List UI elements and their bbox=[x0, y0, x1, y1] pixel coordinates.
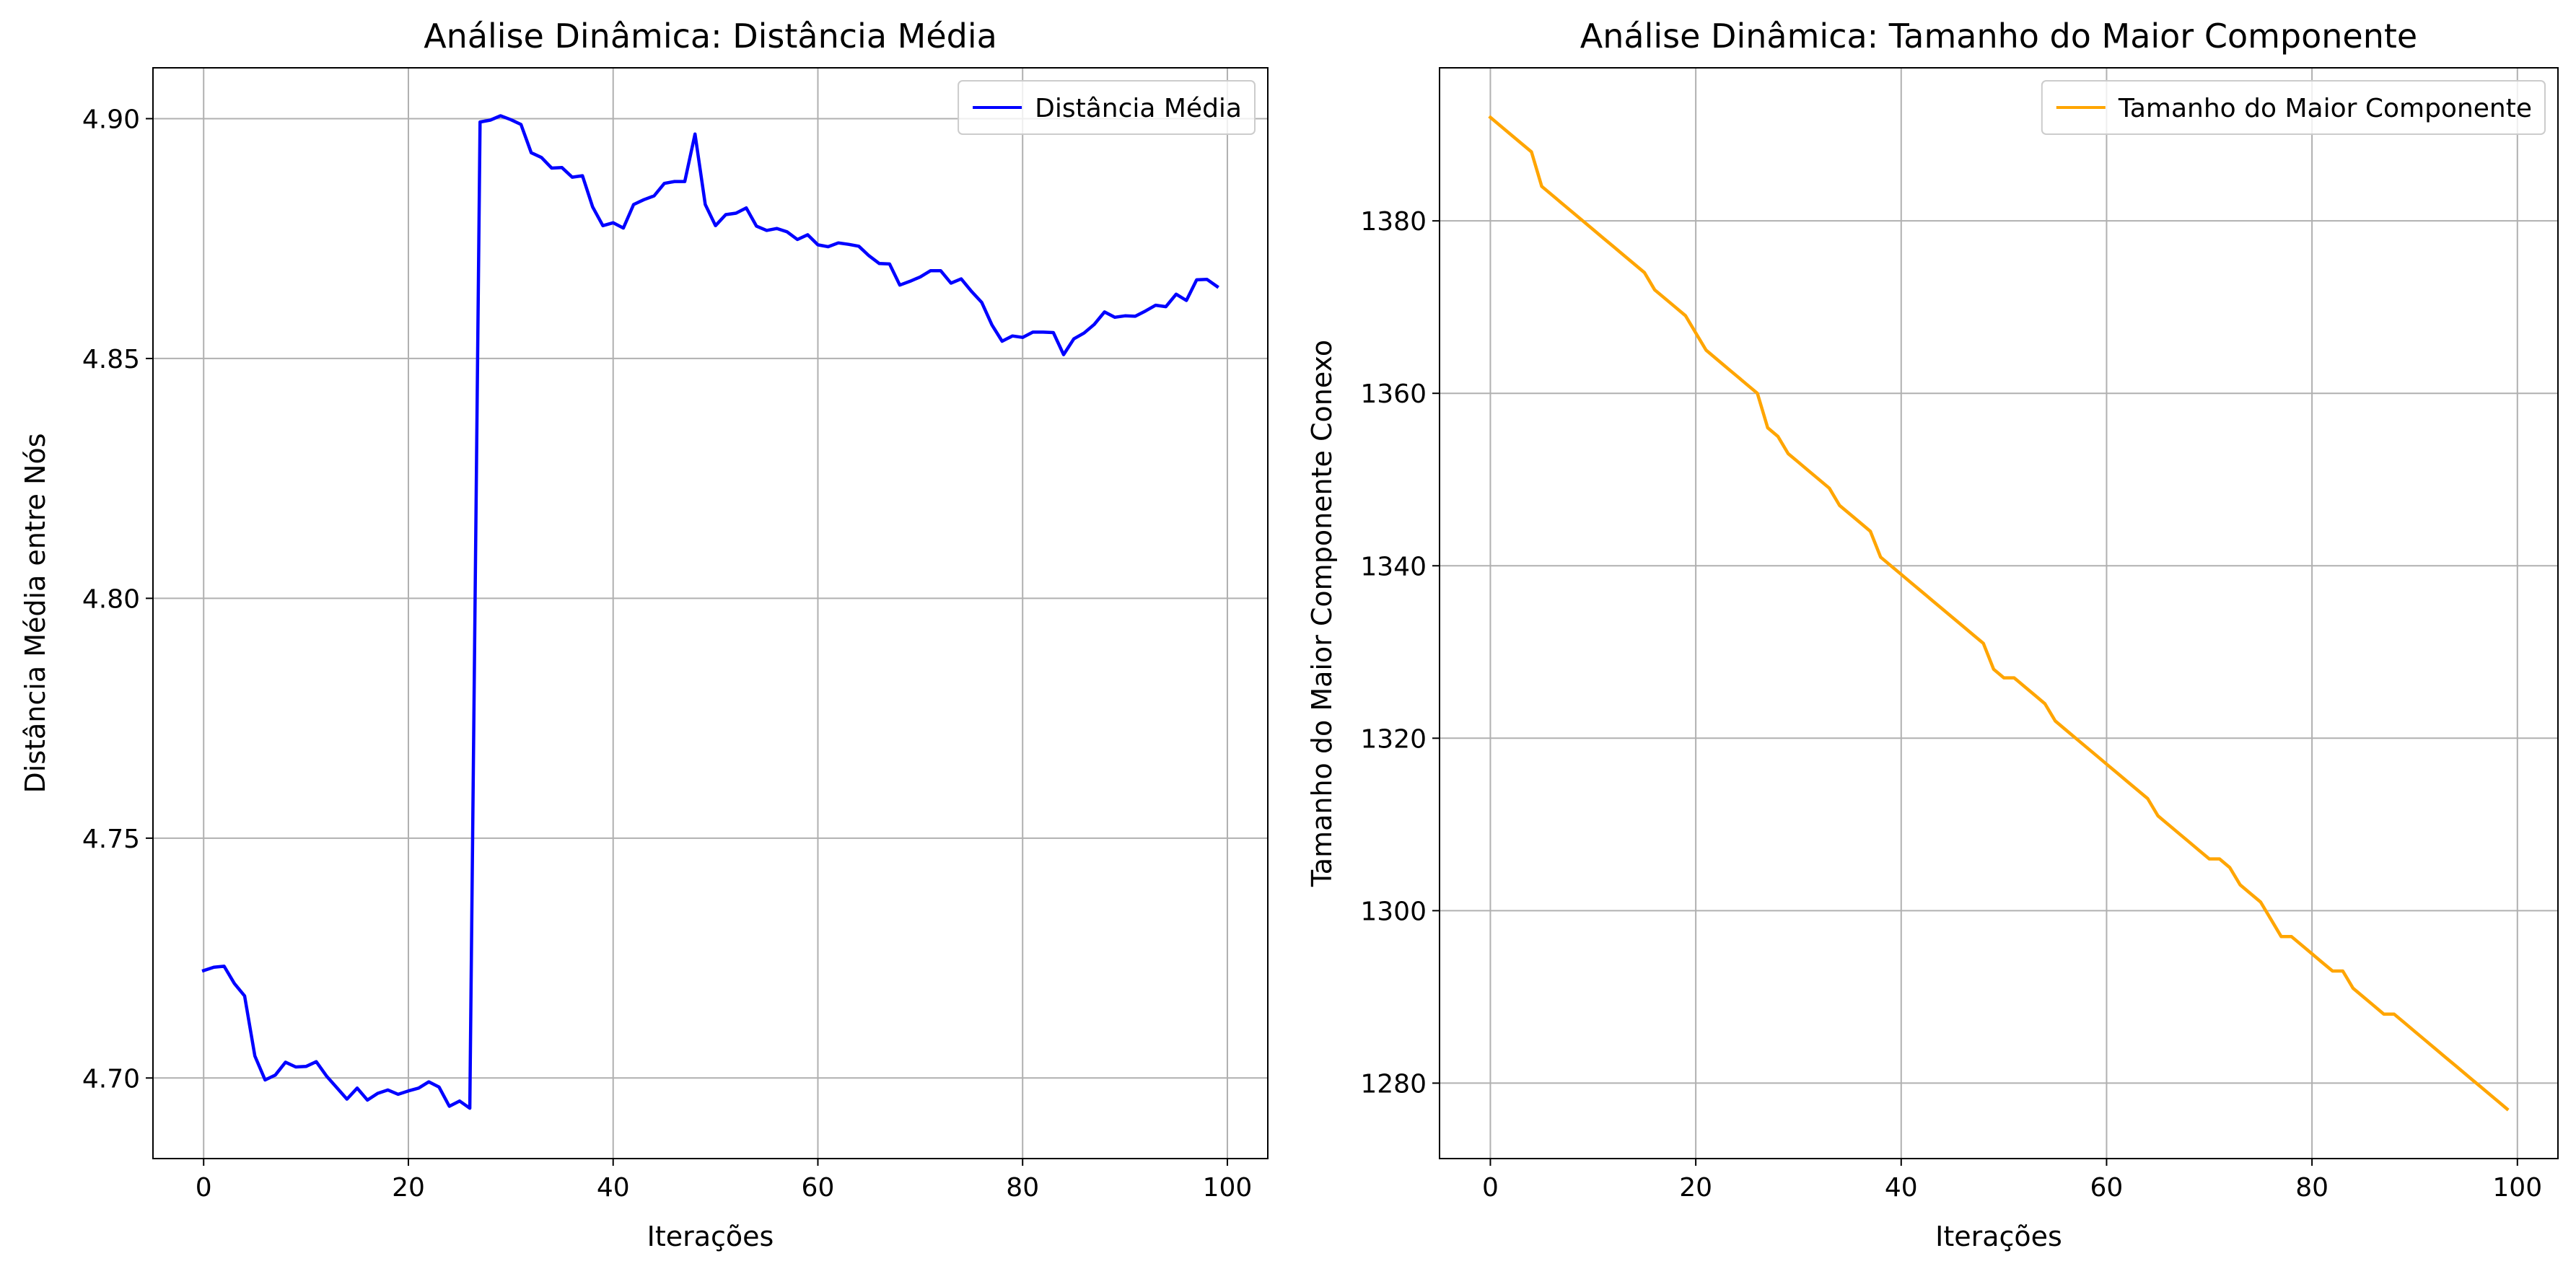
right-chart-ticks: 0 20 40 60 80 100 1280 1300 1320 1340 1360 1380 bbox=[1360, 207, 2542, 1203]
left-chart-series-line bbox=[201, 114, 1219, 1110]
right-chart-x-tick-label: 100 bbox=[2492, 1173, 2542, 1203]
left-chart-y-tick-label: 4.70 bbox=[82, 1064, 140, 1094]
left-chart-legend: Distância Média bbox=[958, 80, 1256, 135]
right-chart-frame bbox=[1439, 67, 2559, 1159]
right-chart-legend-box bbox=[2041, 80, 2546, 135]
right-chart-legend-label: Tamanho do Maior Componente bbox=[2118, 94, 2532, 123]
right-chart-grid bbox=[1440, 68, 2558, 1159]
left-chart-y-tick-label: 4.75 bbox=[82, 825, 140, 854]
right-chart-y-tick-label: 1320 bbox=[1360, 724, 1427, 754]
left-chart-y-tick-label: 4.80 bbox=[82, 584, 140, 614]
left-chart-ticks: 0 20 40 60 80 100 4.70 4.75 4.80 4.85 4.90 bbox=[82, 105, 1252, 1203]
right-chart-x-tick-label: 60 bbox=[2090, 1173, 2124, 1203]
left-chart-x-axis-label: Iterações bbox=[647, 1221, 774, 1252]
left-chart-legend-box bbox=[958, 80, 1256, 135]
left-chart-x-tick-label: 60 bbox=[802, 1173, 835, 1203]
left-chart-x-tick-label: 20 bbox=[392, 1173, 425, 1203]
right-chart-x-axis-label: Iterações bbox=[1935, 1221, 2062, 1252]
left-chart-series bbox=[201, 114, 1219, 1110]
right-chart-x-tick-label: 20 bbox=[1679, 1173, 1712, 1203]
right-chart-title: Análise Dinâmica: Tamanho do Maior Compo… bbox=[1580, 17, 2417, 56]
left-chart-title: Análise Dinâmica: Distância Média bbox=[424, 17, 997, 56]
left-chart-x-tick-label: 80 bbox=[1006, 1173, 1039, 1203]
right-chart-x-tick-label: 0 bbox=[1482, 1173, 1499, 1203]
left-chart: 0 20 40 60 80 100 4.70 4.75 4.80 4.85 4.90 Análise… bbox=[19, 17, 1269, 1252]
right-chart-x-tick-label: 40 bbox=[1885, 1173, 1918, 1203]
right-chart-y-tick-label: 1340 bbox=[1360, 552, 1427, 581]
right-chart-y-tick-label: 1360 bbox=[1360, 379, 1427, 409]
right-chart-x-tick-label: 80 bbox=[2295, 1173, 2329, 1203]
left-chart-legend-label: Distância Média bbox=[1035, 94, 1242, 123]
right-chart: 0 20 40 60 80 100 1280 1300 1320 1340 1360 1380 Aná… bbox=[1306, 17, 2559, 1252]
right-chart-y-tick-label: 1300 bbox=[1360, 897, 1427, 926]
left-chart-y-axis-label: Distância Média entre Nós bbox=[19, 434, 51, 794]
left-chart-x-tick-label: 100 bbox=[1203, 1173, 1253, 1203]
left-chart-x-tick-label: 0 bbox=[196, 1173, 212, 1203]
left-chart-frame bbox=[152, 67, 1269, 1159]
left-chart-y-tick-label: 4.85 bbox=[82, 345, 140, 374]
right-chart-legend: Tamanho do Maior Componente bbox=[2041, 80, 2546, 135]
left-chart-y-tick-label: 4.90 bbox=[82, 105, 140, 134]
right-chart-y-tick-label: 1280 bbox=[1360, 1069, 1427, 1099]
right-chart-series bbox=[1488, 115, 2510, 1112]
right-chart-y-axis-label: Tamanho do Maior Componente Conexo bbox=[1306, 340, 1338, 887]
right-chart-y-tick-label: 1380 bbox=[1360, 207, 1427, 237]
left-chart-x-tick-label: 40 bbox=[597, 1173, 630, 1203]
right-chart-series-line bbox=[1488, 115, 2510, 1112]
